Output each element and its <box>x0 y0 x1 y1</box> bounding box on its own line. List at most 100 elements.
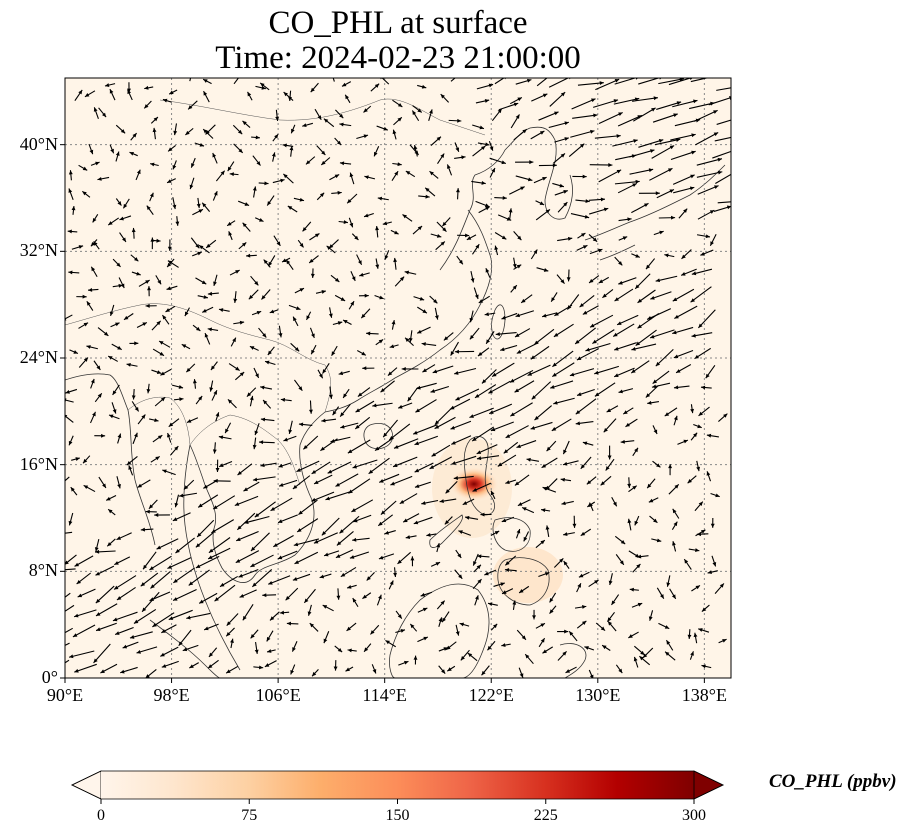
wind-arrow-head <box>683 208 688 213</box>
wind-arrow-head <box>695 585 700 590</box>
wind-arrow-head <box>195 243 200 249</box>
coastline-palawan <box>429 514 463 548</box>
wind-arrow-head <box>340 412 345 417</box>
wind-arrow-head <box>659 230 664 235</box>
wind-arrow-head <box>375 226 379 231</box>
wind-arrow-shaft <box>195 555 220 569</box>
wind-arrow-head <box>302 123 307 128</box>
wind-arrow-head <box>397 103 403 107</box>
wind-arrow-head <box>235 270 240 274</box>
wind-arrow-head <box>413 145 418 150</box>
wind-arrow-head <box>236 537 241 541</box>
wind-arrow-head <box>613 99 619 103</box>
wind-arrow-head <box>422 309 427 314</box>
wind-arrow-shaft <box>598 112 623 124</box>
lat-tick-label: 8°N <box>28 560 58 581</box>
wind-arrow-head <box>477 579 482 584</box>
wind-arrow-head <box>444 520 450 525</box>
wind-arrow-shaft <box>429 456 452 470</box>
wind-arrow-head <box>696 466 701 472</box>
wind-arrow-head <box>145 280 150 284</box>
map-frame <box>64 77 732 679</box>
wind-arrow-shaft <box>488 380 511 394</box>
wind-arrow-shaft <box>536 78 548 87</box>
wind-arrow-head <box>156 545 162 550</box>
wind-arrow-head <box>310 273 315 278</box>
wind-arrow-head <box>403 660 409 665</box>
wind-arrow-head <box>690 408 695 414</box>
wind-arrow-head <box>489 410 494 414</box>
wind-arrow-head <box>458 530 463 534</box>
wind-arrow-head <box>213 281 217 286</box>
wind-arrow-head <box>582 245 588 249</box>
wind-arrow-head <box>328 313 333 318</box>
wind-arrow-head <box>266 636 271 642</box>
wind-arrow-head <box>577 583 581 588</box>
wind-arrow-head <box>190 70 194 74</box>
wind-arrow-head <box>379 295 384 300</box>
wind-arrow-head <box>577 392 582 397</box>
wind-arrow-head <box>112 409 117 414</box>
wind-arrow-head <box>74 668 79 673</box>
wind-arrow-shaft <box>632 107 656 122</box>
wind-arrow-head <box>526 457 531 462</box>
wind-arrow-head <box>341 82 347 87</box>
wind-arrow-head <box>353 518 358 523</box>
wind-arrow-head <box>397 117 402 122</box>
wind-arrow-head <box>560 153 565 158</box>
wind-arrow-head <box>340 297 346 301</box>
wind-arrow-head <box>310 87 315 93</box>
wind-arrow-head <box>655 191 660 196</box>
wind-arrow-head <box>440 600 445 605</box>
wind-arrow-head <box>488 602 493 607</box>
wind-arrow-head <box>227 399 233 404</box>
lon-tick-label: 98°E <box>153 685 190 705</box>
wind-arrow-head <box>168 147 173 152</box>
wind-arrow-head <box>208 652 214 657</box>
wind-arrow-head <box>580 531 586 536</box>
wind-arrow-head <box>417 329 422 334</box>
wind-arrow-head <box>168 422 174 427</box>
wind-arrow-head <box>172 165 177 170</box>
wind-arrow-head <box>145 509 150 514</box>
colorbar-tick-label: 300 <box>682 807 706 824</box>
wind-arrow-shaft <box>244 515 270 524</box>
wind-arrow-head <box>186 615 191 620</box>
wind-arrow-head <box>208 548 214 553</box>
wind-arrow-shaft <box>646 308 672 320</box>
wind-arrow-head <box>516 444 521 449</box>
wind-arrow-head <box>713 132 719 137</box>
wind-arrow-head <box>351 508 356 512</box>
wind-arrow-head <box>530 355 536 360</box>
wind-arrow-head <box>116 536 122 540</box>
wind-arrow-head <box>237 525 242 530</box>
wind-arrow-head <box>645 264 651 270</box>
wind-arrow-head <box>676 101 682 105</box>
wind-arrow-shaft <box>65 314 73 320</box>
wind-arrow-head <box>207 291 213 296</box>
wind-arrow-head <box>366 331 371 336</box>
wind-arrow-head <box>560 279 565 284</box>
wind-arrow-head <box>455 188 460 193</box>
wind-arrow-shaft <box>233 78 240 85</box>
wind-arrow-head <box>305 160 311 165</box>
wind-arrow-head <box>117 433 122 439</box>
wind-arrow-head <box>563 202 568 207</box>
wind-arrow-head <box>116 596 122 600</box>
wind-arrow-shaft <box>189 78 192 82</box>
wind-arrow-head <box>197 251 202 256</box>
wind-arrow-head <box>618 112 623 117</box>
wind-arrow-shaft <box>471 426 494 442</box>
wind-arrow-head <box>611 600 616 605</box>
wind-arrow-head <box>95 598 101 604</box>
wind-arrow-shaft <box>693 109 718 122</box>
wind-arrow-head <box>726 205 731 210</box>
wind-arrow-head <box>282 143 287 148</box>
wind-arrow-shaft <box>613 97 640 105</box>
wind-arrow-head <box>559 558 564 563</box>
wind-arrow-head <box>84 93 90 97</box>
wind-arrow-shaft <box>716 119 731 125</box>
wind-arrow-head <box>647 483 652 489</box>
wind-arrow-head <box>178 385 184 389</box>
wind-arrow-head <box>625 422 630 427</box>
